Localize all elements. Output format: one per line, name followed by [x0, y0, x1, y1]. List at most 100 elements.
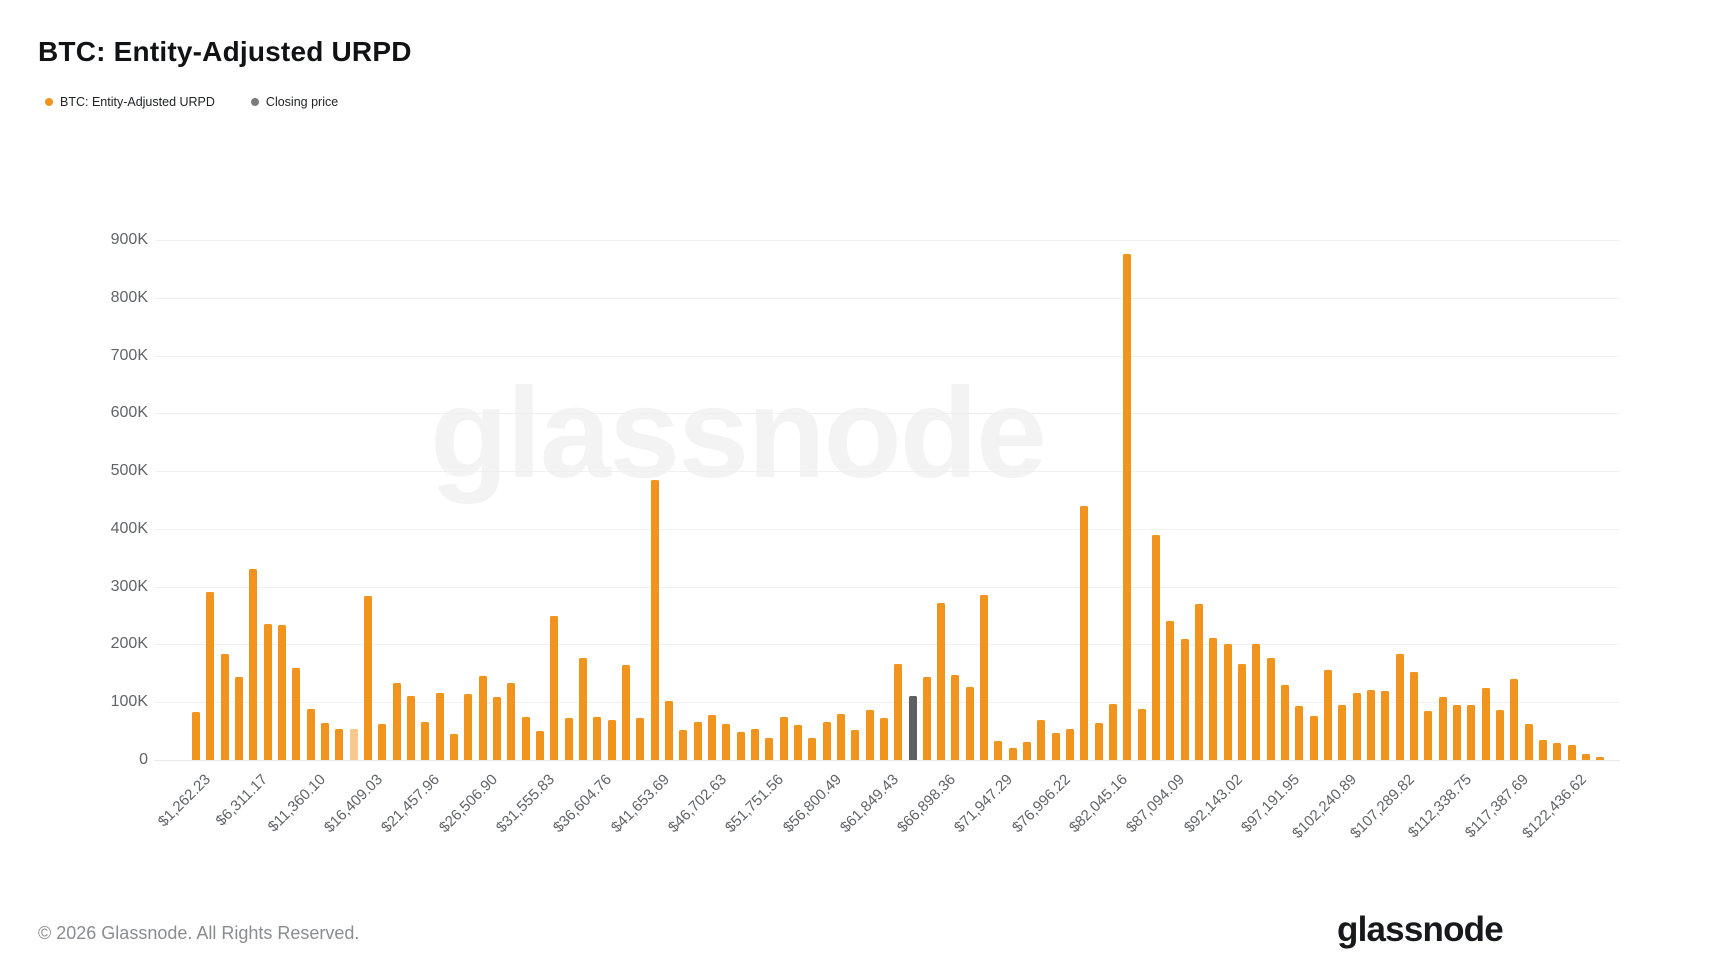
urpd-bar[interactable]: [1352, 692, 1361, 760]
closing-price-bar[interactable]: [908, 696, 917, 760]
urpd-bar[interactable]: [664, 701, 673, 760]
urpd-bar[interactable]: [707, 714, 716, 760]
urpd-bar[interactable]: [1467, 705, 1476, 760]
urpd-bar[interactable]: [1582, 754, 1590, 760]
urpd-bar[interactable]: [363, 595, 372, 760]
urpd-bar[interactable]: [1424, 711, 1433, 760]
urpd-bar[interactable]: [1080, 505, 1089, 760]
urpd-bar[interactable]: [564, 718, 573, 760]
urpd-bar[interactable]: [492, 697, 501, 760]
urpd-bar[interactable]: [937, 602, 946, 760]
urpd-bar[interactable]: [636, 718, 645, 760]
urpd-bar[interactable]: [765, 738, 774, 760]
urpd-bar[interactable]: [1180, 638, 1189, 760]
urpd-bar[interactable]: [1596, 757, 1605, 760]
urpd-bar[interactable]: [736, 732, 745, 760]
urpd-bar[interactable]: [507, 683, 516, 760]
urpd-bar[interactable]: [865, 710, 874, 760]
urpd-bar[interactable]: [1524, 724, 1533, 760]
urpd-bar[interactable]: [1152, 534, 1161, 760]
urpd-bar[interactable]: [292, 668, 301, 760]
urpd-bar[interactable]: [335, 729, 344, 760]
urpd-bar[interactable]: [1438, 697, 1447, 760]
urpd-bar[interactable]: [994, 740, 1003, 760]
urpd-bar[interactable]: [1209, 637, 1218, 760]
urpd-bar[interactable]: [1481, 688, 1490, 760]
urpd-bar[interactable]: [578, 658, 587, 760]
urpd-bar[interactable]: [679, 729, 688, 760]
urpd-bar[interactable]: [1223, 643, 1232, 760]
urpd-bar[interactable]: [693, 721, 702, 760]
urpd-bar[interactable]: [521, 717, 530, 760]
urpd-bar[interactable]: [894, 664, 903, 760]
urpd-bar[interactable]: [593, 717, 602, 760]
urpd-bar[interactable]: [449, 734, 458, 760]
urpd-bar[interactable]: [1567, 744, 1576, 760]
urpd-bar[interactable]: [263, 623, 272, 760]
urpd-bar[interactable]: [1008, 747, 1017, 760]
urpd-bar[interactable]: [320, 723, 329, 760]
urpd-bar[interactable]: [1123, 254, 1132, 760]
urpd-bar[interactable]: [851, 729, 860, 760]
legend-item-closing-price[interactable]: Closing price: [250, 95, 338, 109]
urpd-bar[interactable]: [750, 729, 759, 760]
urpd-bar[interactable]: [392, 682, 401, 760]
urpd-bar[interactable]: [1453, 705, 1462, 760]
urpd-bar[interactable]: [1410, 672, 1419, 760]
urpd-bar[interactable]: [1309, 716, 1318, 760]
urpd-bar[interactable]: [1037, 720, 1046, 760]
urpd-bar[interactable]: [277, 624, 286, 760]
urpd-bar[interactable]: [1023, 742, 1032, 760]
urpd-bar[interactable]: [1066, 729, 1075, 760]
urpd-bar[interactable]: [1281, 685, 1290, 760]
urpd-bar[interactable]: [1367, 690, 1376, 760]
urpd-bar[interactable]: [1109, 703, 1118, 760]
urpd-bar[interactable]: [406, 696, 415, 760]
urpd-bar[interactable]: [722, 724, 731, 760]
urpd-bar[interactable]: [206, 591, 215, 760]
urpd-bar[interactable]: [980, 594, 989, 760]
urpd-bar[interactable]: [478, 676, 487, 760]
urpd-bar[interactable]: [1324, 670, 1333, 760]
urpd-bar[interactable]: [1381, 691, 1390, 760]
urpd-bar[interactable]: [349, 729, 358, 760]
urpd-bar[interactable]: [793, 725, 802, 760]
urpd-bar[interactable]: [822, 721, 831, 760]
urpd-bar[interactable]: [1510, 678, 1519, 760]
urpd-bar[interactable]: [621, 665, 630, 760]
urpd-bar[interactable]: [1295, 706, 1304, 760]
legend-item-urpd[interactable]: BTC: Entity-Adjusted URPD: [45, 95, 215, 109]
urpd-bar[interactable]: [249, 568, 258, 760]
urpd-bar[interactable]: [1195, 604, 1204, 760]
urpd-bar[interactable]: [378, 724, 387, 760]
urpd-bar[interactable]: [1137, 709, 1146, 760]
urpd-bar[interactable]: [1338, 705, 1347, 760]
urpd-bar[interactable]: [951, 675, 960, 760]
urpd-bar[interactable]: [192, 712, 200, 760]
urpd-bar[interactable]: [1094, 723, 1103, 760]
urpd-bar[interactable]: [650, 480, 659, 760]
urpd-bar[interactable]: [535, 731, 544, 760]
urpd-bar[interactable]: [464, 693, 473, 760]
urpd-bar[interactable]: [1496, 710, 1505, 760]
urpd-bar[interactable]: [607, 720, 616, 760]
urpd-bar[interactable]: [421, 721, 430, 760]
urpd-bar[interactable]: [306, 709, 315, 760]
urpd-bar[interactable]: [435, 692, 444, 760]
urpd-bar[interactable]: [1539, 740, 1548, 760]
urpd-bar[interactable]: [234, 677, 243, 760]
urpd-bar[interactable]: [1238, 663, 1247, 760]
urpd-bar[interactable]: [1266, 658, 1275, 760]
urpd-bar[interactable]: [779, 717, 788, 760]
urpd-bar[interactable]: [1166, 621, 1175, 760]
urpd-bar[interactable]: [836, 714, 845, 760]
urpd-bar[interactable]: [808, 738, 817, 760]
urpd-bar[interactable]: [550, 615, 559, 760]
urpd-bar[interactable]: [965, 687, 974, 760]
urpd-bar[interactable]: [220, 653, 229, 760]
urpd-bar[interactable]: [1252, 644, 1261, 760]
urpd-bar[interactable]: [879, 718, 888, 760]
urpd-bar[interactable]: [1395, 653, 1404, 760]
urpd-bar[interactable]: [922, 677, 931, 760]
urpd-bar[interactable]: [1051, 732, 1060, 760]
